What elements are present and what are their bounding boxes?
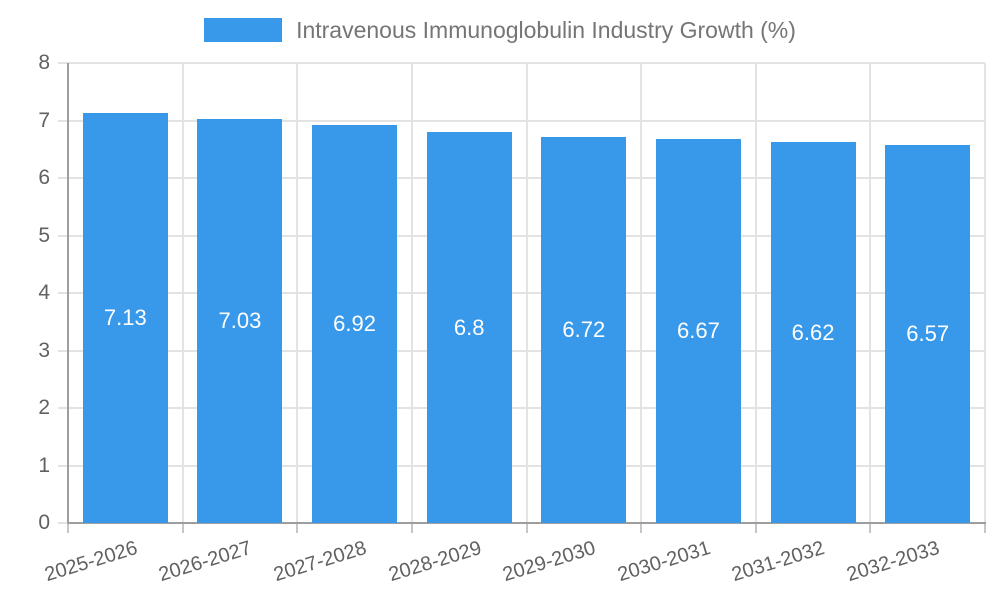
x-axis-category-label: 2028-2029 <box>385 537 484 587</box>
y-axis-tick-label: 2 <box>38 396 50 419</box>
bar[interactable] <box>541 136 627 523</box>
y-gridline <box>58 62 985 64</box>
x-gridline <box>869 63 872 523</box>
x-axis-category-label: 2026-2027 <box>156 537 255 587</box>
x-axis-line <box>67 522 986 524</box>
bar[interactable] <box>82 113 168 523</box>
y-axis-tick-label: 1 <box>38 453 50 477</box>
x-axis-category-label: 2032-2033 <box>844 537 943 587</box>
x-axis-category-label: 2030-2031 <box>614 537 713 587</box>
x-axis-tick <box>640 524 643 533</box>
x-gridline <box>410 63 413 523</box>
x-axis-category-label: 2027-2028 <box>271 537 369 587</box>
x-axis-tick <box>410 524 413 533</box>
y-axis-line <box>67 63 69 525</box>
x-gridline <box>525 63 528 523</box>
x-axis-tick <box>67 524 69 533</box>
y-gridline <box>58 292 985 294</box>
y-gridline <box>58 177 985 179</box>
legend[interactable]: Intravenous Immunoglobulin Industry Grow… <box>0 16 1000 44</box>
bar[interactable] <box>770 142 856 523</box>
y-axis-tick-label: 0 <box>38 511 50 534</box>
x-axis-tick <box>869 524 872 533</box>
bar[interactable] <box>885 145 971 523</box>
bar[interactable] <box>312 125 398 523</box>
x-gridline <box>640 63 643 523</box>
y-gridline <box>58 119 985 122</box>
bar[interactable] <box>655 139 741 523</box>
legend-swatch-icon <box>204 18 283 42</box>
y-axis-tick-label: 8 <box>38 51 50 74</box>
y-gridline <box>58 349 985 352</box>
x-gridline <box>296 63 299 523</box>
y-axis-tick-label: 3 <box>38 338 50 362</box>
y-axis-tick-label: 4 <box>38 281 50 304</box>
y-axis-tick-label: 6 <box>38 166 50 189</box>
y-axis-tick-label: 5 <box>38 223 50 247</box>
x-gridline <box>754 63 757 523</box>
bar[interactable] <box>197 118 283 523</box>
y-axis-tick-label: 7 <box>38 108 50 132</box>
x-axis-category-label: 2031-2032 <box>729 537 828 587</box>
y-gridline <box>58 407 985 409</box>
x-axis-tick <box>181 524 184 533</box>
bar[interactable] <box>426 132 512 523</box>
x-axis-tick <box>984 524 986 533</box>
legend-label: Intravenous Immunoglobulin Industry Grow… <box>296 16 796 43</box>
x-gridline <box>984 63 986 523</box>
x-gridline <box>181 63 184 523</box>
y-gridline <box>58 234 985 237</box>
x-axis-category-label: 2025-2026 <box>41 537 140 587</box>
x-axis-category-label: 2029-2030 <box>500 537 599 587</box>
x-axis-tick <box>296 524 299 533</box>
x-axis-tick <box>525 524 528 533</box>
x-axis-tick <box>754 524 757 533</box>
y-gridline <box>58 464 985 467</box>
